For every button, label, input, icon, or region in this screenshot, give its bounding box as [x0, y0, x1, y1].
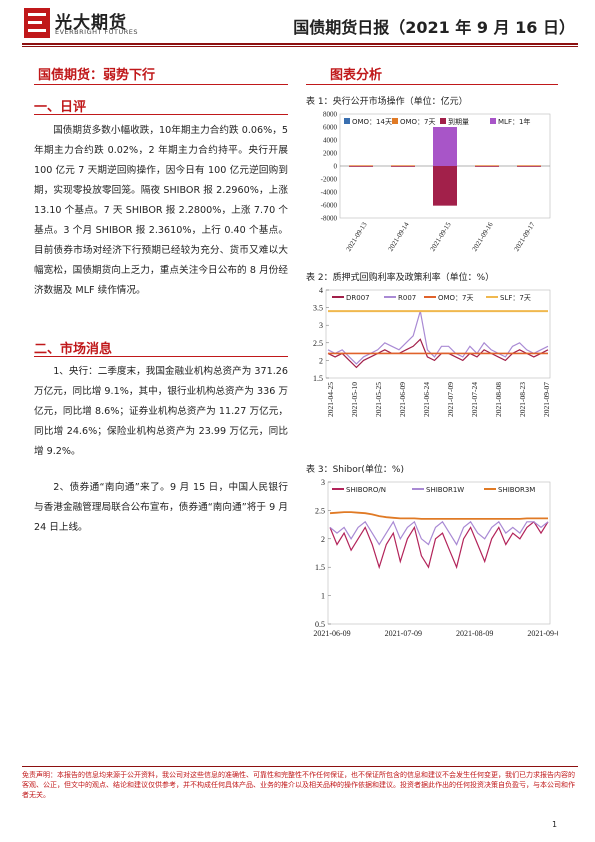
daily-heading-underline	[34, 114, 288, 115]
legend-swatch-1	[392, 118, 398, 124]
bar-到期量-2021-09-13	[349, 166, 373, 167]
x-tick-label-0: 2021-06-09	[313, 629, 350, 638]
bar-到期量-2021-09-15	[433, 166, 457, 206]
legend-label-3: SLF：7天	[500, 294, 531, 302]
legend-label-3: MLF：1年	[498, 117, 530, 126]
chart2-caption: 表 2：质押式回购利率及政策利率（单位：%）	[306, 273, 495, 283]
legend-label-0: DR007	[346, 294, 370, 302]
y-tick-label-6: -4000	[321, 189, 338, 197]
page-number: 1	[552, 820, 558, 829]
chart-heading-underline	[306, 84, 558, 85]
bar-到期量-2021-09-14	[391, 166, 415, 167]
daily-heading: 一、日评	[34, 100, 87, 115]
daily-commentary: 国债期货多数小幅收跌，10年期主力合约跌 0.06%，5 年期主力合约跌 0.0…	[34, 125, 288, 296]
x-tick-label-2: 2021-05-25	[374, 382, 383, 417]
y-tick-label-5: 1.5	[313, 374, 323, 383]
header-divider	[22, 43, 578, 45]
bar-OMO：7天-2021-09-17	[517, 165, 541, 167]
series-line-SHIBOR3M	[329, 511, 548, 520]
x-tick-label-7: 2021-08-08	[494, 382, 503, 417]
legend-label-1: OMO：7天	[400, 118, 436, 126]
y-tick-label-4: 0	[334, 163, 338, 171]
x-tick-label-2: 2021-09-15	[429, 220, 453, 252]
x-tick-label-0: 2021-09-13	[345, 220, 369, 252]
y-tick-label-4: 2	[319, 356, 323, 365]
y-tick-label-1: 3.5	[313, 304, 323, 313]
news-item-1: 1、央行：二季度末，我国金融业机构总资产为 371.26 万亿元，同比增 9.1…	[34, 366, 288, 457]
logo-subtext: EVERBRIGHT FUTURES	[55, 28, 139, 36]
series-line-SHIBORO/N	[329, 520, 549, 570]
legend-label-1: SHIBOR1W	[426, 486, 464, 494]
x-tick-label-9: 2021-09-07	[542, 382, 551, 417]
report-title: 国债期货日报（2021 年 9 月 16 日）	[293, 18, 575, 37]
plot-area	[327, 481, 551, 625]
x-tick-label-4: 2021-09-17	[513, 220, 537, 252]
news-heading-underline	[34, 356, 288, 357]
legend-label-0: OMO：14天	[352, 118, 392, 126]
y-tick-label-3: 1.5	[315, 563, 325, 572]
y-tick-label-3: 2.5	[313, 339, 323, 348]
legend-label-0: SHIBORO/N	[346, 486, 386, 494]
series-line-DR007	[327, 338, 549, 369]
legend-label-2: SHIBOR3M	[498, 486, 535, 494]
y-tick-label-1: 2.5	[315, 506, 325, 515]
legend-label-1: R007	[398, 294, 416, 302]
x-tick-label-3: 2021-09-16	[471, 220, 495, 252]
news-item-2: 2、债券通“南向通”来了。9 月 15 日，中国人民银行与香港金融管理局联合公布…	[34, 482, 288, 533]
y-tick-label-2: 3	[319, 321, 323, 330]
x-tick-label-1: 2021-05-10	[350, 382, 359, 417]
x-tick-label-5: 2021-07-09	[446, 382, 455, 417]
bar-OMO：7天-2021-09-13	[349, 165, 373, 167]
x-tick-label-2: 2021-08-09	[456, 629, 493, 638]
y-tick-label-8: -8000	[321, 215, 338, 223]
main-title: 国债期货：弱势下行	[38, 68, 156, 83]
bar-OMO：7天-2021-09-14	[391, 165, 415, 167]
omo-operations-chart: 8000 6000 4000 2000 0 -2000 -4000 -6000 -8000 202…	[321, 111, 551, 253]
x-tick-label-1: 2021-09-14	[387, 220, 411, 252]
y-tick-label-4: 1	[321, 592, 325, 601]
disclaimer: 免责声明：本报告的信息均来源于公开资料，我公司对这些信息的准确性、可靠性和完整性…	[22, 771, 575, 799]
y-tick-label-1: 6000	[323, 124, 338, 132]
bar-到期量-2021-09-17	[517, 166, 541, 167]
y-tick-label-3: 2000	[323, 150, 338, 158]
y-tick-label-0: 3	[321, 478, 325, 487]
series-line-SHIBOR1W	[329, 520, 549, 546]
chart1-caption: 表 1：央行公开市场操作（单位：亿元）	[306, 97, 468, 107]
x-tick-label-6: 2021-07-24	[470, 382, 479, 417]
bar-到期量-2021-09-16	[475, 166, 499, 167]
y-tick-label-2: 2	[321, 535, 325, 544]
x-tick-label-8: 2021-08-23	[518, 382, 527, 417]
legend-swatch-2	[440, 118, 446, 124]
y-tick-label-0: 8000	[323, 111, 338, 119]
title-underline	[34, 84, 288, 85]
legend-swatch-0	[344, 118, 350, 124]
x-tick-label-3: 2021-06-09	[398, 382, 407, 417]
legend-label-2: OMO：7天	[438, 294, 474, 302]
chart-analysis-heading: 图表分析	[330, 68, 383, 83]
x-tick-label-3: 2021-09-09	[527, 629, 558, 638]
bar-OMO：7天-2021-09-16	[475, 165, 499, 167]
y-tick-label-7: -6000	[321, 202, 338, 210]
series-line-R007	[327, 310, 549, 365]
legend-swatch-3	[490, 118, 496, 124]
everbright-logo-icon	[24, 8, 50, 38]
y-tick-label-0: 4	[319, 286, 323, 295]
bar-MLF：1年-2021-09-15	[433, 127, 457, 166]
footer-divider	[22, 766, 578, 767]
x-tick-label-4: 2021-06-24	[422, 382, 431, 417]
x-tick-label-1: 2021-07-09	[385, 629, 422, 638]
y-tick-label-5: -2000	[321, 176, 338, 184]
chart3-caption: 表 3：Shibor(单位：%)	[306, 465, 404, 475]
logo-text: 光大期货	[55, 13, 127, 33]
news-heading: 二、市场消息	[34, 342, 113, 357]
y-tick-label-2: 4000	[323, 137, 338, 145]
y-tick-label-5: 0.5	[315, 620, 325, 629]
x-tick-label-0: 2021-04-25	[326, 382, 335, 417]
legend-label-2: 到期量	[448, 118, 469, 126]
header-divider-thin	[22, 46, 578, 47]
plot-area	[325, 289, 551, 379]
